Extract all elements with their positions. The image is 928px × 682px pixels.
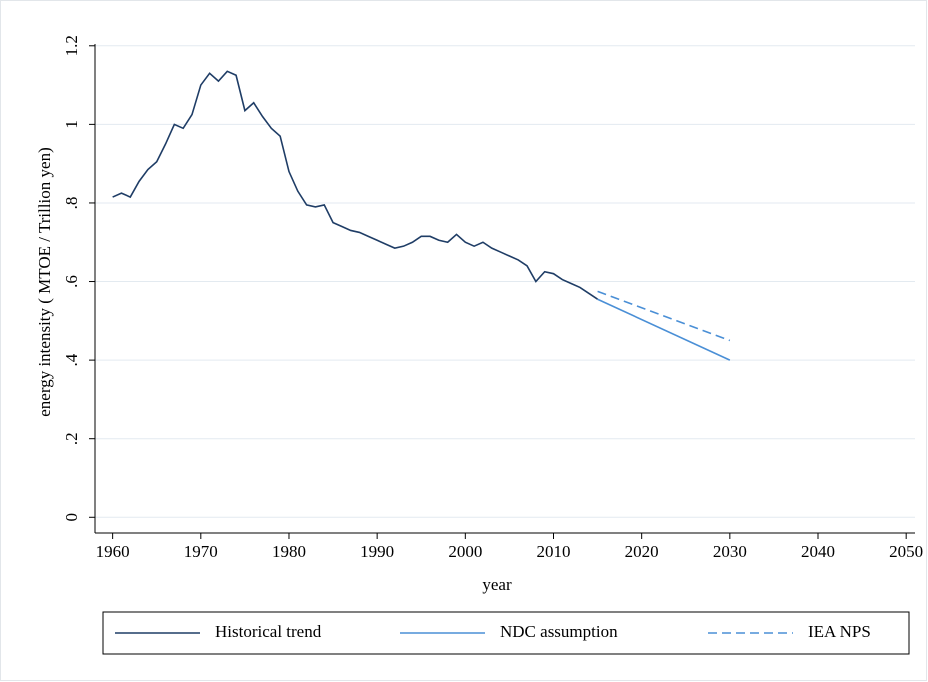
y-axis-title: energy intensity ( MTOE / Trillion yen) <box>35 147 54 416</box>
y-tick-label: 1 <box>62 120 81 129</box>
legend-label: Historical trend <box>215 622 322 641</box>
series-line <box>597 290 731 342</box>
x-tick-label: 1980 <box>272 542 306 561</box>
x-tick-label: 1970 <box>184 542 218 561</box>
x-tick-label: 2030 <box>713 542 747 561</box>
x-tick-label: 1960 <box>96 542 130 561</box>
y-tick-label: .6 <box>62 275 81 288</box>
x-tick-label: 1990 <box>360 542 394 561</box>
y-tick-label: 0 <box>62 513 81 522</box>
x-tick-label: 2040 <box>801 542 835 561</box>
y-tick-label: .8 <box>62 197 81 210</box>
y-tick-label: .2 <box>62 432 81 445</box>
legend <box>102 611 910 655</box>
series-line <box>597 298 731 361</box>
series-line <box>112 70 599 300</box>
y-tick-label: .4 <box>62 353 81 366</box>
legend-label: NDC assumption <box>500 622 618 641</box>
x-axis-title: year <box>482 575 512 594</box>
x-tick-label: 2050 <box>889 542 923 561</box>
x-tick-label: 2020 <box>625 542 659 561</box>
legend-label: IEA NPS <box>808 622 871 641</box>
x-tick-label: 2000 <box>448 542 482 561</box>
y-tick-label: 1.2 <box>62 35 81 56</box>
x-tick-label: 2010 <box>536 542 570 561</box>
